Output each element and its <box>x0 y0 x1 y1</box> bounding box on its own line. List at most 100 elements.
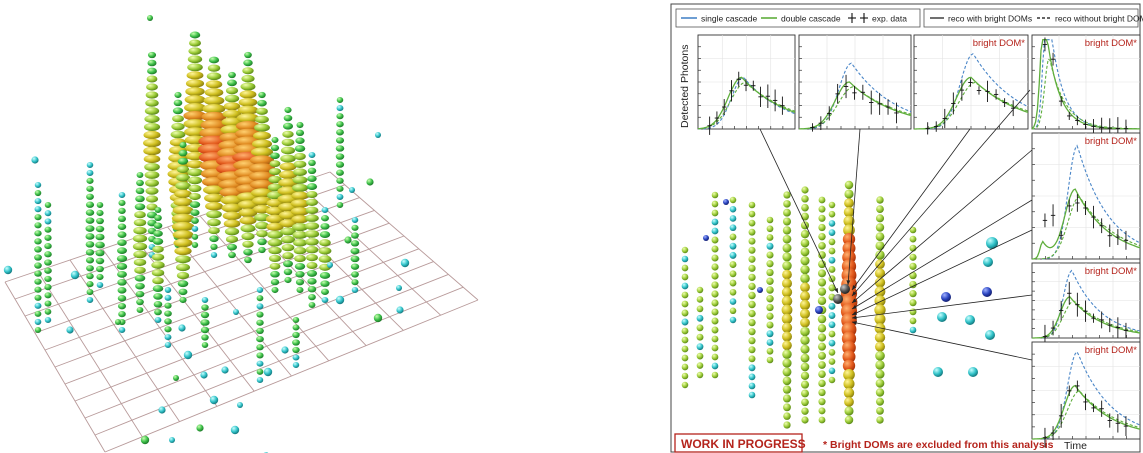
bright-dom-tag: bright DOM* <box>1085 38 1138 49</box>
dom-sphere <box>828 201 836 209</box>
left-dom-strings <box>34 31 360 384</box>
dom-sphere <box>281 243 295 252</box>
dom-sphere <box>982 287 992 297</box>
dom-sphere <box>164 318 172 325</box>
dom-sphere <box>782 252 792 262</box>
dom-sphere <box>351 232 359 239</box>
dom-sphere <box>204 88 224 97</box>
dom-sphere <box>909 326 917 334</box>
dom-sphere <box>146 203 158 211</box>
dom-sphere <box>34 190 42 197</box>
dom-sphere <box>782 226 792 235</box>
dom-sphere <box>748 328 756 336</box>
dom-sphere <box>164 310 172 317</box>
dom-sphere <box>711 308 719 316</box>
leader-line <box>851 199 1033 310</box>
dom-sphere <box>210 243 218 250</box>
dom-sphere <box>748 300 756 309</box>
dom-sphere <box>208 227 220 235</box>
dom-sphere <box>154 316 162 324</box>
dom-sphere <box>828 330 836 338</box>
dom-sphere <box>844 189 854 199</box>
dom-sphere <box>271 136 279 144</box>
dom-sphere <box>233 309 239 315</box>
dom-sphere <box>681 327 689 335</box>
dom-sphere <box>696 305 704 313</box>
dom-sphere <box>828 256 836 264</box>
dom-sphere <box>136 179 144 187</box>
dom-sphere <box>136 306 144 314</box>
dom-sphere <box>222 109 242 119</box>
waveform-curve <box>914 53 1029 130</box>
dom-sphere <box>335 153 345 160</box>
dom-sphere <box>828 312 836 319</box>
dom-sphere <box>243 248 253 256</box>
dom-sphere <box>145 179 159 187</box>
dom-sphere <box>86 265 94 272</box>
dom-sphere <box>172 230 194 240</box>
dom-sphere <box>696 296 704 303</box>
dom-sphere <box>117 247 127 254</box>
dom-sphere <box>281 346 289 354</box>
dom-sphere <box>86 281 94 288</box>
dom-sphere <box>189 201 201 209</box>
dom-sphere <box>44 242 52 250</box>
dom-sphere <box>729 233 737 241</box>
dom-sphere <box>145 91 159 99</box>
wip-badge-text: WORK IN PROGRESS <box>681 437 806 451</box>
dom-sphere <box>164 302 172 309</box>
dom-sphere <box>828 229 836 236</box>
dom-sphere <box>696 333 704 341</box>
dom-sphere <box>179 141 187 149</box>
dom-sphere <box>818 361 826 369</box>
dom-sphere <box>844 406 854 416</box>
dom-sphere <box>235 121 261 131</box>
dom-sphere <box>144 163 160 171</box>
dom-sphere <box>875 388 885 397</box>
dom-sphere <box>766 242 774 250</box>
grid-line <box>94 286 464 436</box>
dom-sphere <box>875 378 885 388</box>
dom-sphere <box>237 402 243 408</box>
dom-sphere <box>783 421 791 429</box>
dom-sphere <box>781 304 793 316</box>
dom-sphere <box>696 343 704 351</box>
dom-sphere <box>696 314 704 322</box>
dom-sphere <box>350 247 360 255</box>
dom-sphere <box>279 162 297 171</box>
dom-sphere <box>729 242 737 250</box>
dom-sphere <box>828 358 836 365</box>
dom-sphere <box>44 218 52 225</box>
dom-sphere <box>828 266 836 273</box>
dom-sphere <box>336 201 344 209</box>
bright-dom-tag: bright DOM* <box>1085 345 1138 356</box>
dom-sphere <box>815 306 823 314</box>
dom-sphere <box>292 346 300 354</box>
dom-sphere <box>800 371 810 380</box>
dom-sphere <box>117 287 127 294</box>
dom-sphere <box>766 251 774 259</box>
dom-sphere <box>86 185 94 192</box>
dom-sphere <box>318 255 332 263</box>
dom-sphere <box>95 233 105 241</box>
dom-sphere <box>844 198 854 208</box>
dom-sphere <box>86 273 94 280</box>
dom-sphere <box>173 99 183 107</box>
dom-sphere <box>748 373 756 381</box>
dom-sphere <box>256 311 264 318</box>
dom-sphere <box>729 298 737 305</box>
dom-sphere <box>305 206 319 214</box>
dom-sphere <box>34 230 42 237</box>
dom-sphere <box>118 326 126 334</box>
dom-sphere <box>85 257 95 264</box>
dom-sphere <box>34 214 42 221</box>
dom-sphere <box>256 352 264 359</box>
dom-sphere <box>818 214 826 222</box>
dom-sphere <box>270 270 280 278</box>
dom-sphere <box>909 262 917 270</box>
dom-sphere <box>292 354 300 361</box>
dom-sphere <box>783 208 791 217</box>
dom-sphere <box>292 231 308 239</box>
dom-sphere <box>282 252 294 260</box>
dom-sphere <box>173 375 179 381</box>
